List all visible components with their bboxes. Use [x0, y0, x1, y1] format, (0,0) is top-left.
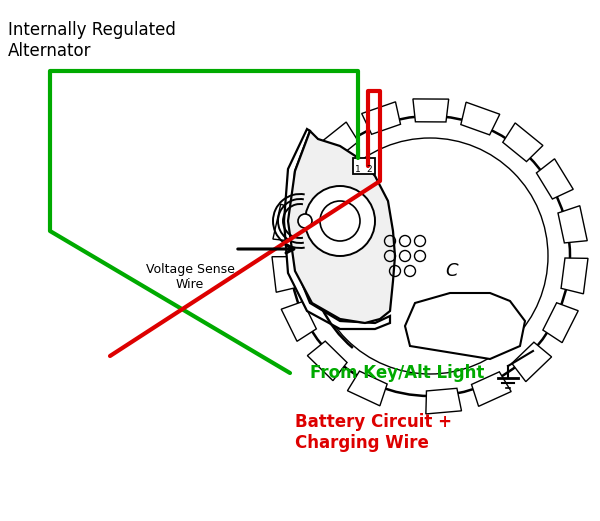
Polygon shape	[426, 388, 461, 414]
Polygon shape	[561, 258, 588, 294]
Text: Battery Circuit +
Charging Wire: Battery Circuit + Charging Wire	[295, 413, 452, 452]
Text: 2: 2	[366, 165, 371, 174]
Polygon shape	[281, 302, 316, 341]
Polygon shape	[536, 159, 573, 199]
Polygon shape	[558, 206, 587, 243]
Polygon shape	[318, 122, 358, 160]
Polygon shape	[472, 372, 511, 406]
Polygon shape	[512, 342, 551, 382]
Polygon shape	[272, 257, 299, 292]
Bar	[353, 158, 375, 174]
Polygon shape	[543, 303, 578, 343]
Polygon shape	[461, 102, 500, 135]
Polygon shape	[273, 204, 302, 242]
Polygon shape	[362, 102, 401, 134]
Text: C: C	[445, 262, 458, 280]
Circle shape	[290, 116, 570, 396]
Text: Voltage Sense
Wire: Voltage Sense Wire	[146, 263, 235, 291]
Polygon shape	[287, 157, 325, 198]
Polygon shape	[307, 341, 347, 381]
Polygon shape	[288, 131, 395, 323]
Polygon shape	[347, 371, 387, 406]
Text: Internally Regulated
Alternator: Internally Regulated Alternator	[8, 21, 176, 60]
Polygon shape	[405, 293, 525, 359]
Polygon shape	[503, 123, 543, 162]
Polygon shape	[284, 129, 390, 329]
Circle shape	[298, 214, 312, 228]
Circle shape	[305, 186, 375, 256]
Polygon shape	[413, 99, 449, 122]
Text: From Key/Alt Light: From Key/Alt Light	[310, 364, 484, 382]
Text: 1: 1	[355, 165, 361, 174]
